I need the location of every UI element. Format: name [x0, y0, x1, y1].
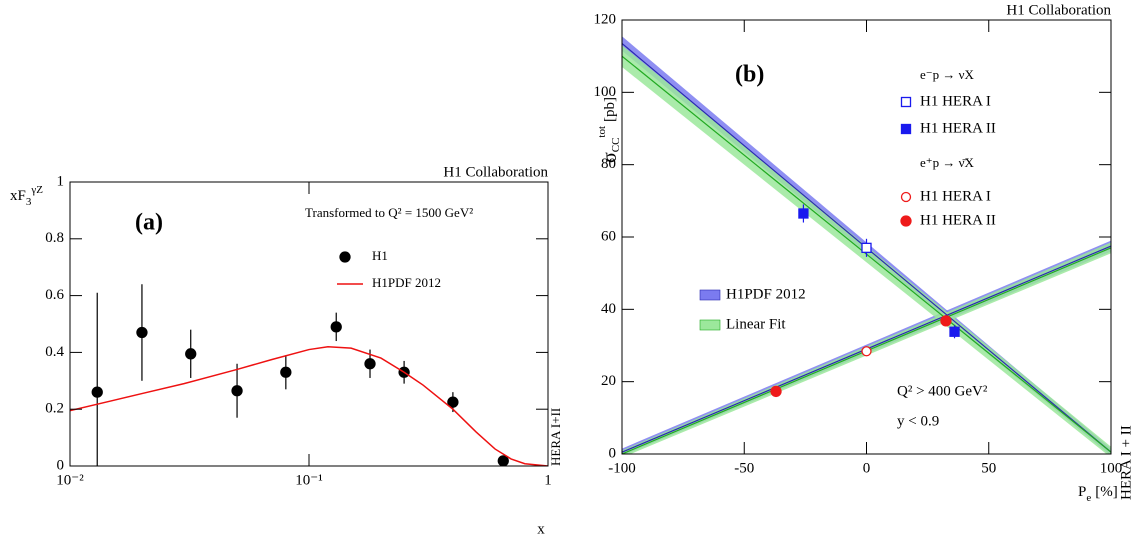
y-tick-label: 60: [601, 228, 616, 244]
x-tick-label: 0: [863, 460, 871, 476]
x-tick-label: 100: [1100, 460, 1123, 476]
data-point: [91, 386, 103, 398]
y-tick-label: 0: [57, 457, 65, 473]
x-label-unit: [%]: [1095, 484, 1118, 500]
side-note: HERA I + II: [1118, 425, 1134, 500]
panel-label: (b): [735, 62, 764, 88]
x-tick-label: -100: [608, 460, 636, 476]
data-point: [798, 208, 809, 219]
x-tick-label: 50: [981, 460, 996, 476]
annotation: Transformed to Q² = 1500 GeV²: [305, 205, 473, 220]
y-label-unit: [pb]: [602, 97, 618, 122]
y-label-main: σ: [599, 152, 621, 163]
chart-title: H1 Collaboration: [443, 164, 548, 180]
x-tick-label: 10⁻¹: [295, 472, 322, 488]
y-label-sub: 3: [26, 196, 32, 208]
data-point: [770, 385, 782, 398]
data-point: [185, 348, 197, 360]
x-axis-label: x: [537, 521, 545, 537]
annotation: y < 0.9: [897, 413, 939, 429]
y-axis-label: xF3γZ: [10, 184, 43, 208]
y-tick-label: 0.2: [45, 401, 64, 417]
legend-label: H1PDF 2012: [372, 275, 441, 290]
legend-marker: [339, 251, 351, 263]
legend-group: e⁺p → ν̄X: [920, 155, 975, 170]
legend-marker: [900, 215, 912, 227]
legend-label: H1 HERA II: [920, 120, 996, 136]
legend-label: H1 HERA I: [920, 93, 991, 109]
x-tick-label: -50: [734, 460, 754, 476]
y-tick-label: 0: [609, 445, 617, 461]
x-tick-label: 10⁻²: [56, 472, 84, 488]
y-label-sup: γZ: [30, 184, 43, 196]
y-tick-label: 1: [57, 173, 65, 189]
y-tick-label: 120: [594, 11, 617, 27]
plot-area: [70, 284, 548, 466]
legend-label: H1: [372, 248, 388, 263]
legend-swatch: [699, 289, 721, 301]
y-tick-label: 0.8: [45, 230, 64, 246]
legend-label: H1 HERA I: [920, 188, 991, 204]
curve: [70, 345, 548, 466]
y-label-sup: tot: [596, 126, 608, 138]
data-point: [940, 315, 952, 327]
data-point: [231, 385, 243, 397]
legend-swatch: [699, 319, 721, 331]
data-point: [949, 326, 960, 337]
x-tick-label: 1: [544, 472, 552, 488]
chart-title: H1 Collaboration: [1006, 2, 1111, 18]
y-tick-label: 0.6: [45, 287, 64, 303]
legend-marker: [900, 191, 912, 203]
y-tick-label: 40: [601, 301, 616, 317]
data-point: [136, 326, 148, 339]
data-point: [364, 358, 376, 370]
data-point: [280, 366, 292, 378]
plot-area: [622, 36, 1111, 454]
y-tick-label: 0.4: [45, 344, 64, 360]
y-tick-label: 80: [601, 156, 616, 172]
y-axis-label: σCCtot [pb]: [596, 97, 622, 163]
x-label-sub: e: [1086, 492, 1091, 504]
y-tick-label: 20: [601, 373, 616, 389]
y-label-main: xF: [10, 188, 26, 204]
legend-marker: [900, 96, 912, 108]
legend-label: H1 HERA II: [920, 212, 996, 228]
data-point: [330, 321, 342, 333]
x-label-main: P: [1078, 484, 1086, 500]
legend-label: Linear Fit: [726, 316, 786, 332]
data-point: [447, 396, 459, 408]
y-label-sub: CC: [610, 138, 622, 153]
data-point: [861, 346, 872, 357]
y-tick-label: 100: [594, 84, 617, 100]
legend-group: e⁻p → νX: [920, 67, 975, 82]
side-note: HERA I+II: [548, 408, 563, 466]
annotation: Q² > 400 GeV²: [897, 383, 988, 399]
panel-label: (a): [135, 210, 163, 236]
legend-label: H1PDF 2012: [726, 286, 806, 302]
legend-marker: [900, 123, 912, 135]
data-point: [497, 455, 509, 466]
x-axis-label: Pe [%]: [1078, 484, 1118, 503]
data-point: [861, 242, 872, 254]
